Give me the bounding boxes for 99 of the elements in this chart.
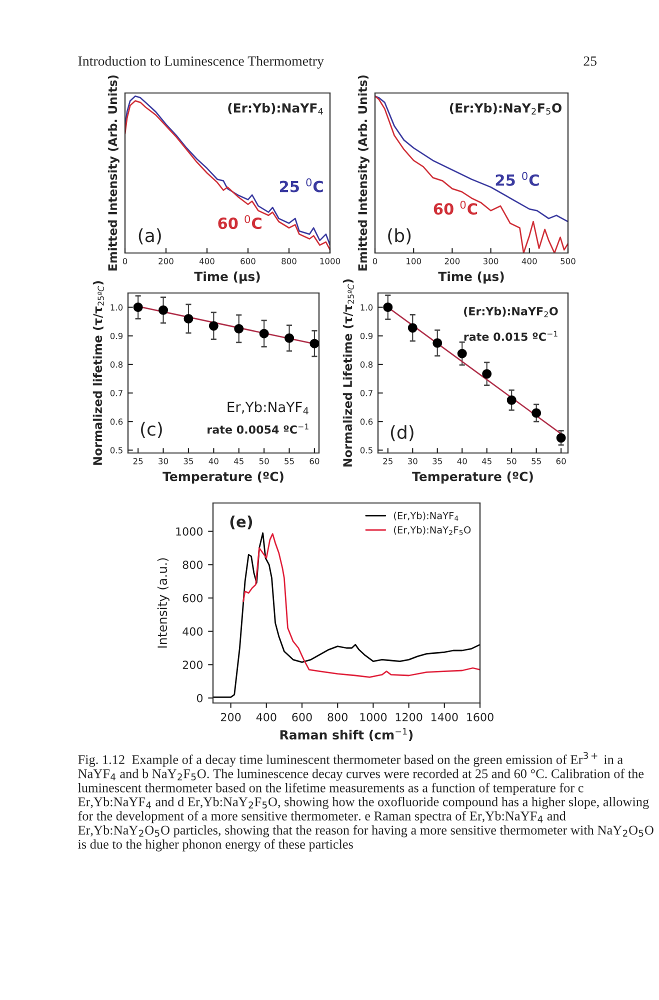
x-tick-label: 600: [240, 258, 256, 264]
x-tick-label: 45: [482, 458, 492, 464]
x-tick-label: 300: [483, 258, 498, 264]
x-tick-label: 60: [556, 458, 566, 464]
point: [506, 395, 516, 405]
x-tick-label: 1200: [396, 712, 422, 722]
legend-label: (Er,Yb):NaY$_{2}$F$_{5}$O: [394, 526, 471, 536]
text: 25: [584, 56, 597, 66]
y-axis-title: Normalized lifetime (τ/τ$_{25ºC}$): [92, 281, 104, 465]
x-tick-label: 40: [457, 458, 467, 464]
x-tick-label: 0: [372, 258, 378, 264]
y-tick-label: 0.6: [360, 418, 373, 425]
x-tick-label: 0: [122, 258, 128, 264]
point: [532, 408, 542, 418]
point: [133, 302, 143, 312]
x-tick-label: 60: [310, 458, 320, 464]
annotation: Er,Yb:NaYF$_{4}$: [228, 401, 308, 414]
y-tick-label: 0: [196, 694, 203, 702]
x-tick-label: 25: [133, 458, 143, 464]
x-tick-label: 800: [328, 712, 348, 722]
x-tick-label: 55: [532, 458, 541, 464]
x-tick-label: 1000: [320, 258, 340, 264]
x-tick-label: 1600: [467, 712, 494, 722]
point: [259, 328, 269, 338]
y-tick-label: 800: [182, 560, 203, 570]
x-tick-label: 400: [522, 258, 537, 264]
x-tick-label: 55: [284, 458, 294, 464]
series-label: 25 $^{0}$C: [280, 178, 323, 192]
x-tick-label: 400: [256, 712, 276, 722]
annotation: (Er:Yb):NaYF$_{4}$: [228, 102, 323, 114]
x-tick-label: 45: [234, 458, 244, 464]
series-label: 25 $^{0}$C: [496, 172, 539, 186]
x-tick-label: 35: [432, 458, 442, 464]
x-tick-label: 1400: [431, 712, 458, 722]
y-tick-label: 200: [182, 660, 203, 670]
x-axis-title: Raman shift (cm$^{−1}$): [280, 728, 413, 741]
y-axis-title: Emitted Intensity (Arb. Units): [358, 75, 370, 270]
y-tick-label: 600: [182, 594, 203, 602]
point: [457, 348, 467, 358]
x-tick-label: 35: [184, 458, 194, 464]
y-axis-title: Emitted Intensity (Arb. Units): [108, 75, 120, 270]
x-tick-label: 600: [292, 712, 312, 722]
x-tick-label: 50: [259, 458, 269, 464]
x-tick-label: 500: [560, 258, 576, 264]
y-tick-label: 0.9: [110, 332, 123, 340]
legend-label: (Er,Yb):NaYF$_{4}$: [394, 512, 458, 521]
point: [184, 314, 194, 324]
series-label: 60 $^{0}$C: [218, 215, 262, 230]
annotation: rate 0.015 ºC$^{−1}$: [464, 330, 558, 341]
point: [208, 321, 218, 331]
y-tick-label: 400: [182, 627, 203, 636]
y-tick-label: 0.5: [110, 447, 122, 454]
x-axis-title: Temperature (ºC): [162, 471, 284, 484]
y-tick-label: 0.7: [360, 390, 372, 396]
y-tick-label: 1000: [176, 527, 203, 536]
x-tick-label: 50: [506, 458, 516, 464]
x-axis-title: Temperature (ºC): [412, 471, 533, 484]
annotation: (b): [388, 228, 411, 244]
x-tick-label: 40: [208, 458, 218, 464]
point: [383, 302, 393, 312]
y-tick-label: 0.6: [110, 418, 123, 425]
y-tick-label: 1.0: [360, 304, 373, 311]
x-tick-label: 30: [158, 458, 168, 464]
y-tick-label: 1.0: [110, 304, 123, 311]
y-tick-label: 0.9: [360, 332, 373, 340]
point: [408, 323, 418, 333]
point: [284, 333, 294, 343]
annotation: (e): [230, 516, 252, 530]
annotation: (Er:Yb):NaYF$_{2}$O: [464, 306, 558, 318]
annotation: rate 0.0054 ºC$^{−1}$: [208, 424, 308, 434]
x-axis-title: Time (µs): [194, 271, 260, 284]
y-tick-label: 0.7: [110, 390, 122, 396]
y-axis-title: Intensity (a.u.): [157, 558, 170, 648]
text: Fig. 1.12 Example of a decay time luminescent thermometer based on the green emission of Er$^{3+}$ in a NaYF$_{4}$ and b NaY$_{2}$F$_{5}$O. The luminescence decay curves were recorded at 25 and 60 °C. Calibration of the luminescent thermometer based on the lifetime measurements as a function of temperature for c Er,Yb:NaYF$_{4}$ and d Er,Yb:NaY$_{2}$F$_{5}$O, showing how the oxofluoride compound has a higher slope, allowing for the development of a more sensitive thermometer. e Raman spectra of Er,Yb:NaYF$_{4}$ and Er,Yb:NaY$_{2}$O$_{5}$O particles, showing that the reason for having a more sensitive thermometer with NaY$_{2}$O$_{5}$O is due to the higher phonon energy of these particles: [78, 752, 654, 852]
x-tick-label: 800: [282, 258, 296, 264]
x-tick-label: 200: [158, 258, 174, 264]
x-tick-label: 100: [406, 258, 421, 264]
x-tick-label: 200: [221, 712, 241, 722]
point: [234, 324, 244, 334]
annotation: (c): [141, 422, 162, 438]
x-tick-label: 400: [199, 258, 214, 264]
point: [482, 369, 492, 379]
point: [432, 338, 442, 348]
point: [158, 305, 168, 315]
x-tick-label: 30: [408, 458, 418, 464]
annotation: (Er:Yb):NaY$_{2}$F$_{5}$O: [450, 102, 562, 115]
y-tick-label: 0.8: [360, 361, 373, 368]
x-axis-title: Time (µs): [438, 271, 504, 284]
x-tick-label: 200: [444, 258, 460, 264]
y-tick-label: 0.8: [110, 361, 123, 368]
point: [556, 433, 566, 443]
text: Introduction to Luminescence Thermometry: [78, 56, 324, 69]
annotation: (a): [138, 228, 161, 244]
y-tick-label: 0.5: [360, 447, 372, 454]
annotation: (d): [390, 425, 414, 442]
point: [310, 338, 319, 348]
series-label: 60 $^{0}$C: [434, 200, 478, 215]
x-tick-label: 25: [383, 458, 392, 464]
y-axis-title: Normalized Lifetime (τ/τ$_{25ºC}$): [342, 279, 354, 467]
